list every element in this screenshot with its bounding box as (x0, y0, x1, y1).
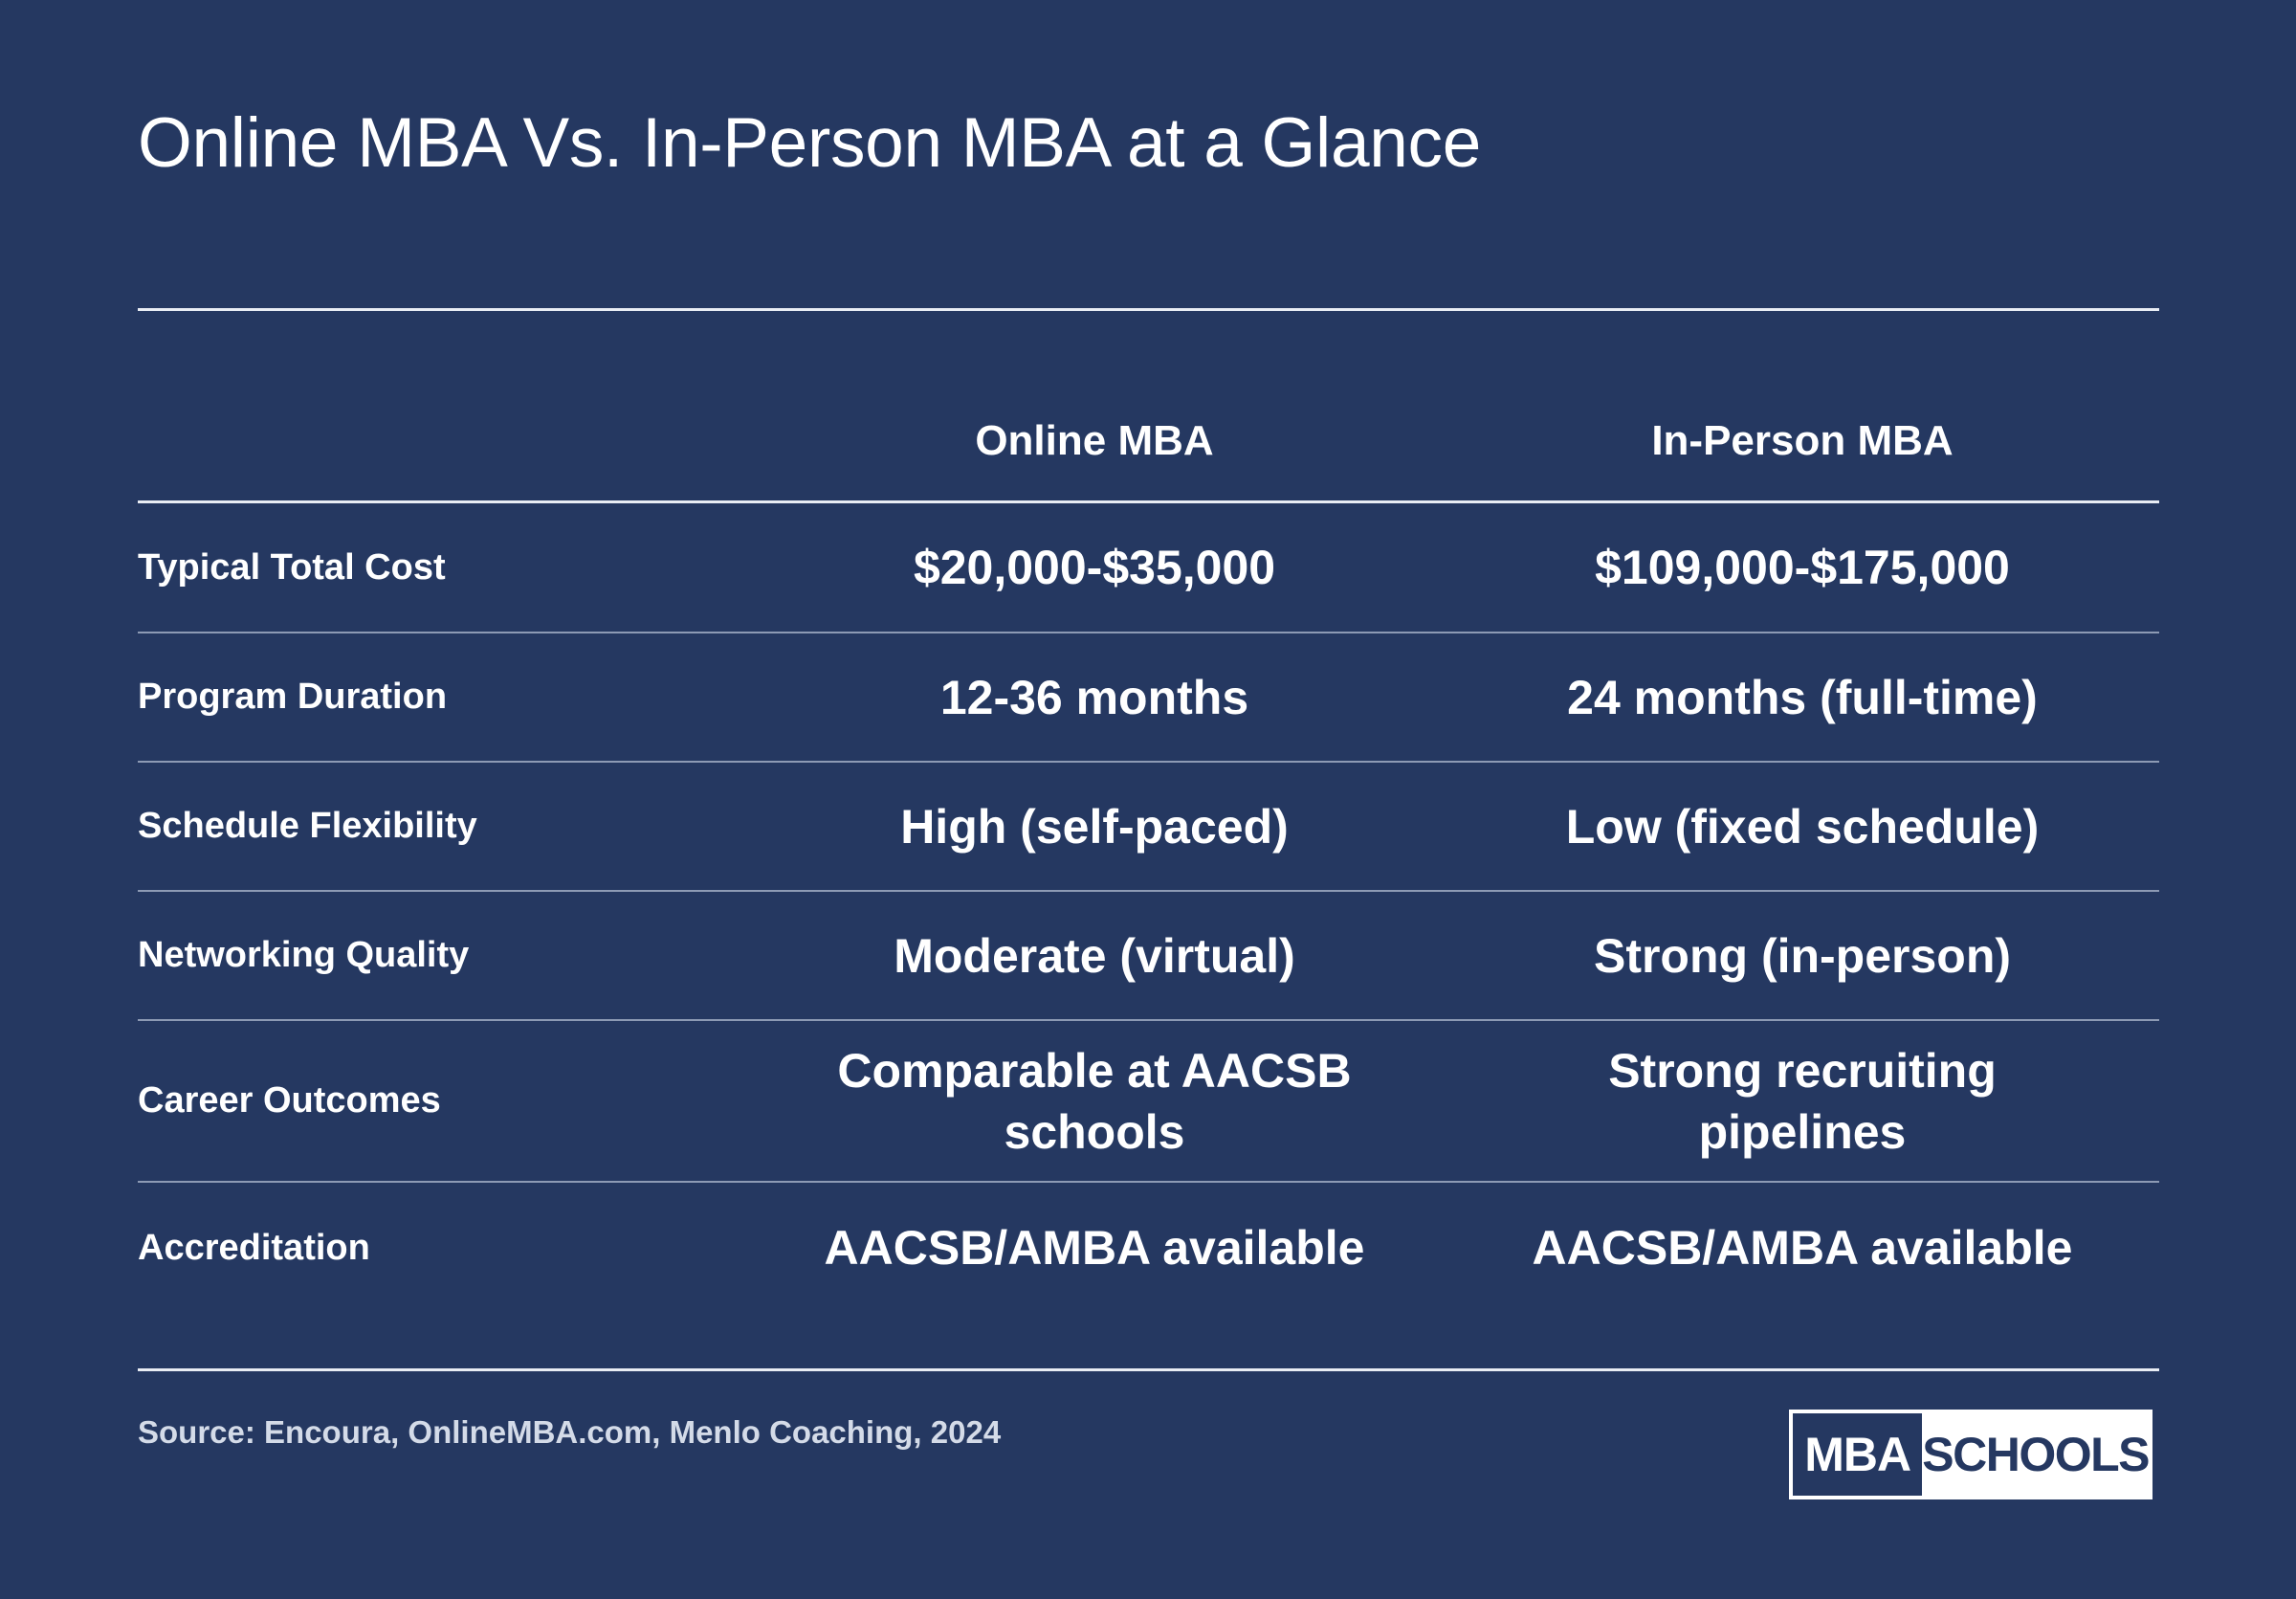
table-row-program-duration: Program Duration 12-36 months 24 months … (138, 633, 2159, 763)
cell-in-person: Strong (in-person) (1593, 928, 2012, 983)
table-row-schedule-flexibility: Schedule Flexibility High (self-paced) L… (138, 763, 2159, 892)
cell-in-person: Strong recruiting pipelines (1608, 1043, 1997, 1159)
top-divider (138, 308, 2159, 311)
mba-schools-logo: MBA SCHOOLS (1789, 1410, 2152, 1499)
cell-online: Moderate (virtual) (894, 928, 1295, 983)
table-row-typical-total-cost: Typical Total Cost $20,000-$35,000 $109,… (138, 503, 2159, 633)
logo-schools-text: SCHOOLS (1922, 1428, 2150, 1481)
row-label: Networking Quality (138, 935, 470, 975)
cell-in-person: AACSB/AMBA available (1532, 1221, 2073, 1275)
column-header-in-person: In-Person MBA (1651, 417, 1954, 464)
cell-in-person: Low (fixed schedule) (1565, 799, 2040, 854)
table-row-career-outcomes: Career Outcomes Comparable at AACSB scho… (138, 1021, 2159, 1183)
page-title: Online MBA Vs. In-Person MBA at a Glance (138, 104, 1482, 182)
row-label: Career Outcomes (138, 1080, 441, 1121)
column-header-online: Online MBA (975, 417, 1214, 464)
row-label: Accreditation (138, 1227, 370, 1268)
table-row-accreditation: Accreditation AACSB/AMBA available AACSB… (138, 1183, 2159, 1313)
bottom-divider (138, 1368, 2159, 1371)
cell-online: $20,000-$35,000 (913, 541, 1276, 594)
row-label: Program Duration (138, 677, 448, 717)
cell-in-person: $109,000-$175,000 (1595, 541, 2010, 594)
cell-online: AACSB/AMBA available (824, 1221, 1365, 1275)
table-row-networking-quality: Networking Quality Moderate (virtual) St… (138, 892, 2159, 1021)
row-label: Schedule Flexibility (138, 806, 477, 846)
source-note: Source: Encoura, OnlineMBA.com, Menlo Co… (138, 1414, 1002, 1450)
cell-online: High (self-paced) (900, 799, 1289, 854)
cell-online: 12-36 months (939, 670, 1249, 724)
cell-online: Comparable at AACSB schools (837, 1043, 1352, 1159)
logo-mba-text: MBA (1793, 1413, 1923, 1496)
row-label: Typical Total Cost (138, 546, 446, 588)
cell-in-person: 24 months (full-time) (1567, 670, 2038, 724)
header-divider (138, 500, 2159, 503)
